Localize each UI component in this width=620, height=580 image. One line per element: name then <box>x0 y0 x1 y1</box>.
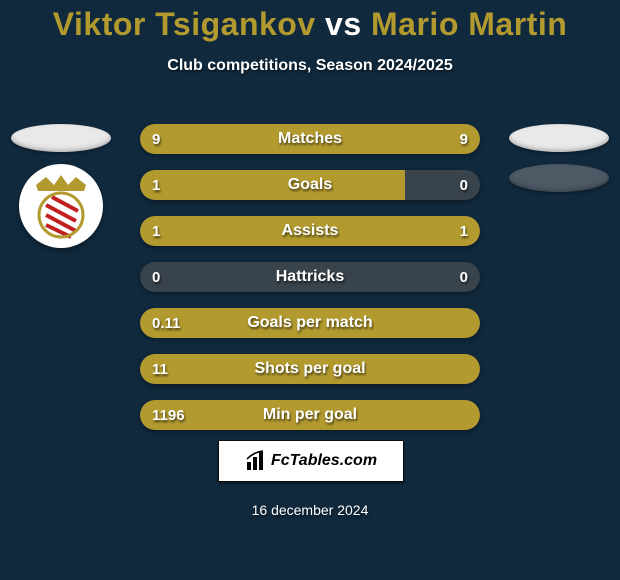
stat-bar-right <box>310 124 480 154</box>
player2-club-placeholder <box>509 164 609 192</box>
player2-silhouette <box>509 124 609 152</box>
stat-bar-left <box>140 308 480 338</box>
girona-badge-icon <box>26 171 96 241</box>
stat-value-left: 1196 <box>152 400 185 430</box>
player1-avatar-col <box>6 124 116 248</box>
title-player2: Mario Martin <box>371 6 567 42</box>
stat-bar-right <box>310 216 480 246</box>
bars-icon <box>245 450 267 472</box>
subtitle: Club competitions, Season 2024/2025 <box>0 57 620 75</box>
stat-row: 0.11Goals per match <box>140 308 480 338</box>
stat-bar-left <box>140 216 310 246</box>
stat-value-right: 0 <box>460 262 468 292</box>
stat-row: 99Matches <box>140 124 480 154</box>
stat-row: 10Goals <box>140 170 480 200</box>
page-title: Viktor Tsigankov vs Mario Martin <box>0 0 620 43</box>
stat-value-left: 11 <box>152 354 168 384</box>
source-logo: FcTables.com <box>218 440 404 482</box>
stat-row: 11Assists <box>140 216 480 246</box>
stat-row: 0 0Hattricks <box>140 262 480 292</box>
stat-bar-left <box>140 124 310 154</box>
stat-value-left: 1 <box>152 170 160 200</box>
comparison-infographic: Viktor Tsigankov vs Mario Martin Club co… <box>0 0 620 580</box>
stat-row: 1196Min per goal <box>140 400 480 430</box>
stat-value-left: 1 <box>152 216 160 246</box>
generated-date: 16 december 2024 <box>0 502 620 518</box>
stat-bar-left <box>140 170 405 200</box>
title-player1: Viktor Tsigankov <box>53 6 316 42</box>
player1-silhouette <box>11 124 111 152</box>
stat-bar-left <box>140 354 480 384</box>
player2-avatar-col <box>504 124 614 192</box>
player1-club-badge <box>19 164 103 248</box>
stat-value-left: 9 <box>152 124 160 154</box>
stat-value-right: 9 <box>460 124 468 154</box>
comparison-bars: 99Matches10Goals11Assists00Hattricks0.11… <box>140 124 480 446</box>
title-vs: vs <box>325 6 362 42</box>
stat-value-left: 0 <box>152 262 160 292</box>
stat-value-right: 0 <box>460 170 468 200</box>
stat-value-left: 0.11 <box>152 308 180 338</box>
source-logo-text: FcTables.com <box>271 452 377 470</box>
stat-row: 11Shots per goal <box>140 354 480 384</box>
stat-value-right: 1 <box>460 216 468 246</box>
stat-label: Hattricks <box>140 262 480 292</box>
stat-bar-left <box>140 400 480 430</box>
